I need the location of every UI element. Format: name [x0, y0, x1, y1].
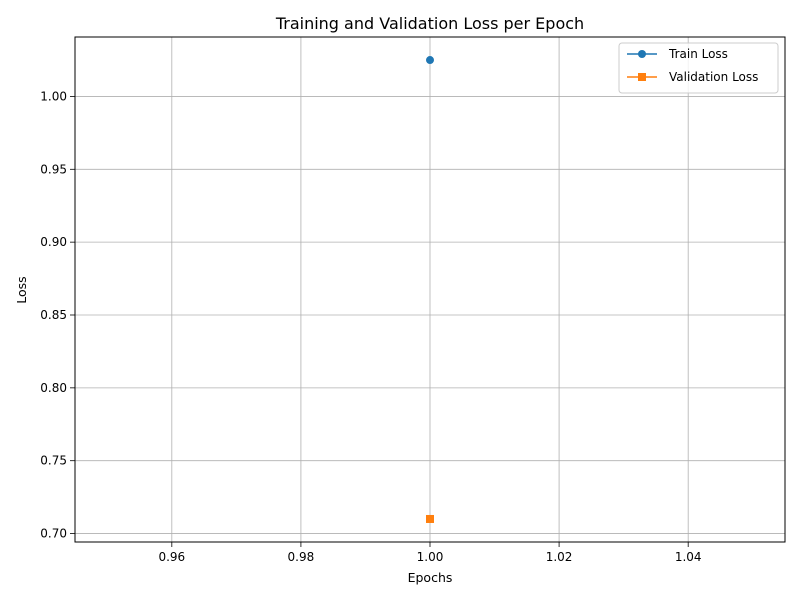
- x-tick-label: 1.04: [675, 550, 702, 564]
- x-axis-ticks: 0.96 0.98 1.00 1.02 1.04: [158, 542, 702, 564]
- legend-validation-marker: [638, 73, 646, 81]
- legend-box: [618, 42, 779, 94]
- y-tick-label: 0.95: [40, 162, 67, 176]
- x-tick-label: 1.02: [546, 550, 573, 564]
- x-axis-label: Epochs: [408, 570, 453, 585]
- validation-loss-point: [426, 514, 434, 523]
- y-tick-label: 0.85: [40, 308, 67, 322]
- legend: Train Loss Validation Loss: [618, 42, 779, 94]
- legend-validation-label: Validation Loss: [669, 70, 758, 84]
- legend-train-marker: [638, 50, 646, 58]
- y-axis-label: Loss: [14, 276, 29, 303]
- x-tick-label: 1.00: [417, 550, 444, 564]
- x-tick-label: 0.96: [158, 550, 185, 564]
- x-gridlines: [171, 37, 689, 542]
- train-loss-point: [426, 56, 434, 65]
- y-tick-label: 0.70: [40, 527, 67, 541]
- y-tick-label: 0.75: [40, 454, 67, 468]
- legend-train-label: Train Loss: [668, 47, 728, 61]
- y-tick-label: 0.80: [40, 381, 67, 395]
- y-tick-label: 0.90: [40, 235, 67, 249]
- y-gridlines: [75, 96, 785, 534]
- y-axis-ticks: 0.70 0.75 0.80 0.85 0.90 0.95 1.00: [40, 89, 75, 541]
- y-tick-label: 1.00: [40, 89, 67, 103]
- series-layer: [426, 56, 434, 523]
- chart-title: Training and Validation Loss per Epoch: [275, 14, 584, 33]
- x-tick-label: 0.98: [288, 550, 315, 564]
